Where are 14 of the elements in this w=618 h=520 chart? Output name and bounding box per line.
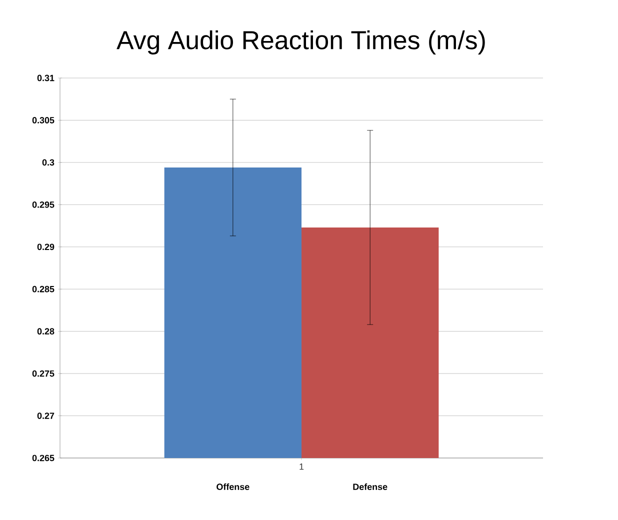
y-tick-label: 0.305: [32, 117, 54, 124]
chart-title: Avg Audio Reaction Times (m/s): [116, 30, 485, 54]
text: Offense: [216, 483, 250, 490]
y-tick-label: 0.29: [37, 244, 54, 250]
y-tick-label: 0.27: [37, 412, 54, 419]
text: Defense: [353, 483, 388, 490]
y-tick-label: 0.265: [32, 454, 54, 462]
y-tick-label: 0.295: [32, 201, 54, 208]
y-tick-label: 0.31: [37, 74, 54, 82]
y-tick-label: 0.28: [37, 328, 54, 335]
y-tick-label: 0.285: [32, 286, 54, 292]
x-tick-label: 1: [300, 464, 304, 470]
y-tick-label: 0.275: [32, 370, 54, 377]
y-tick-label: 0.3: [42, 159, 54, 166]
